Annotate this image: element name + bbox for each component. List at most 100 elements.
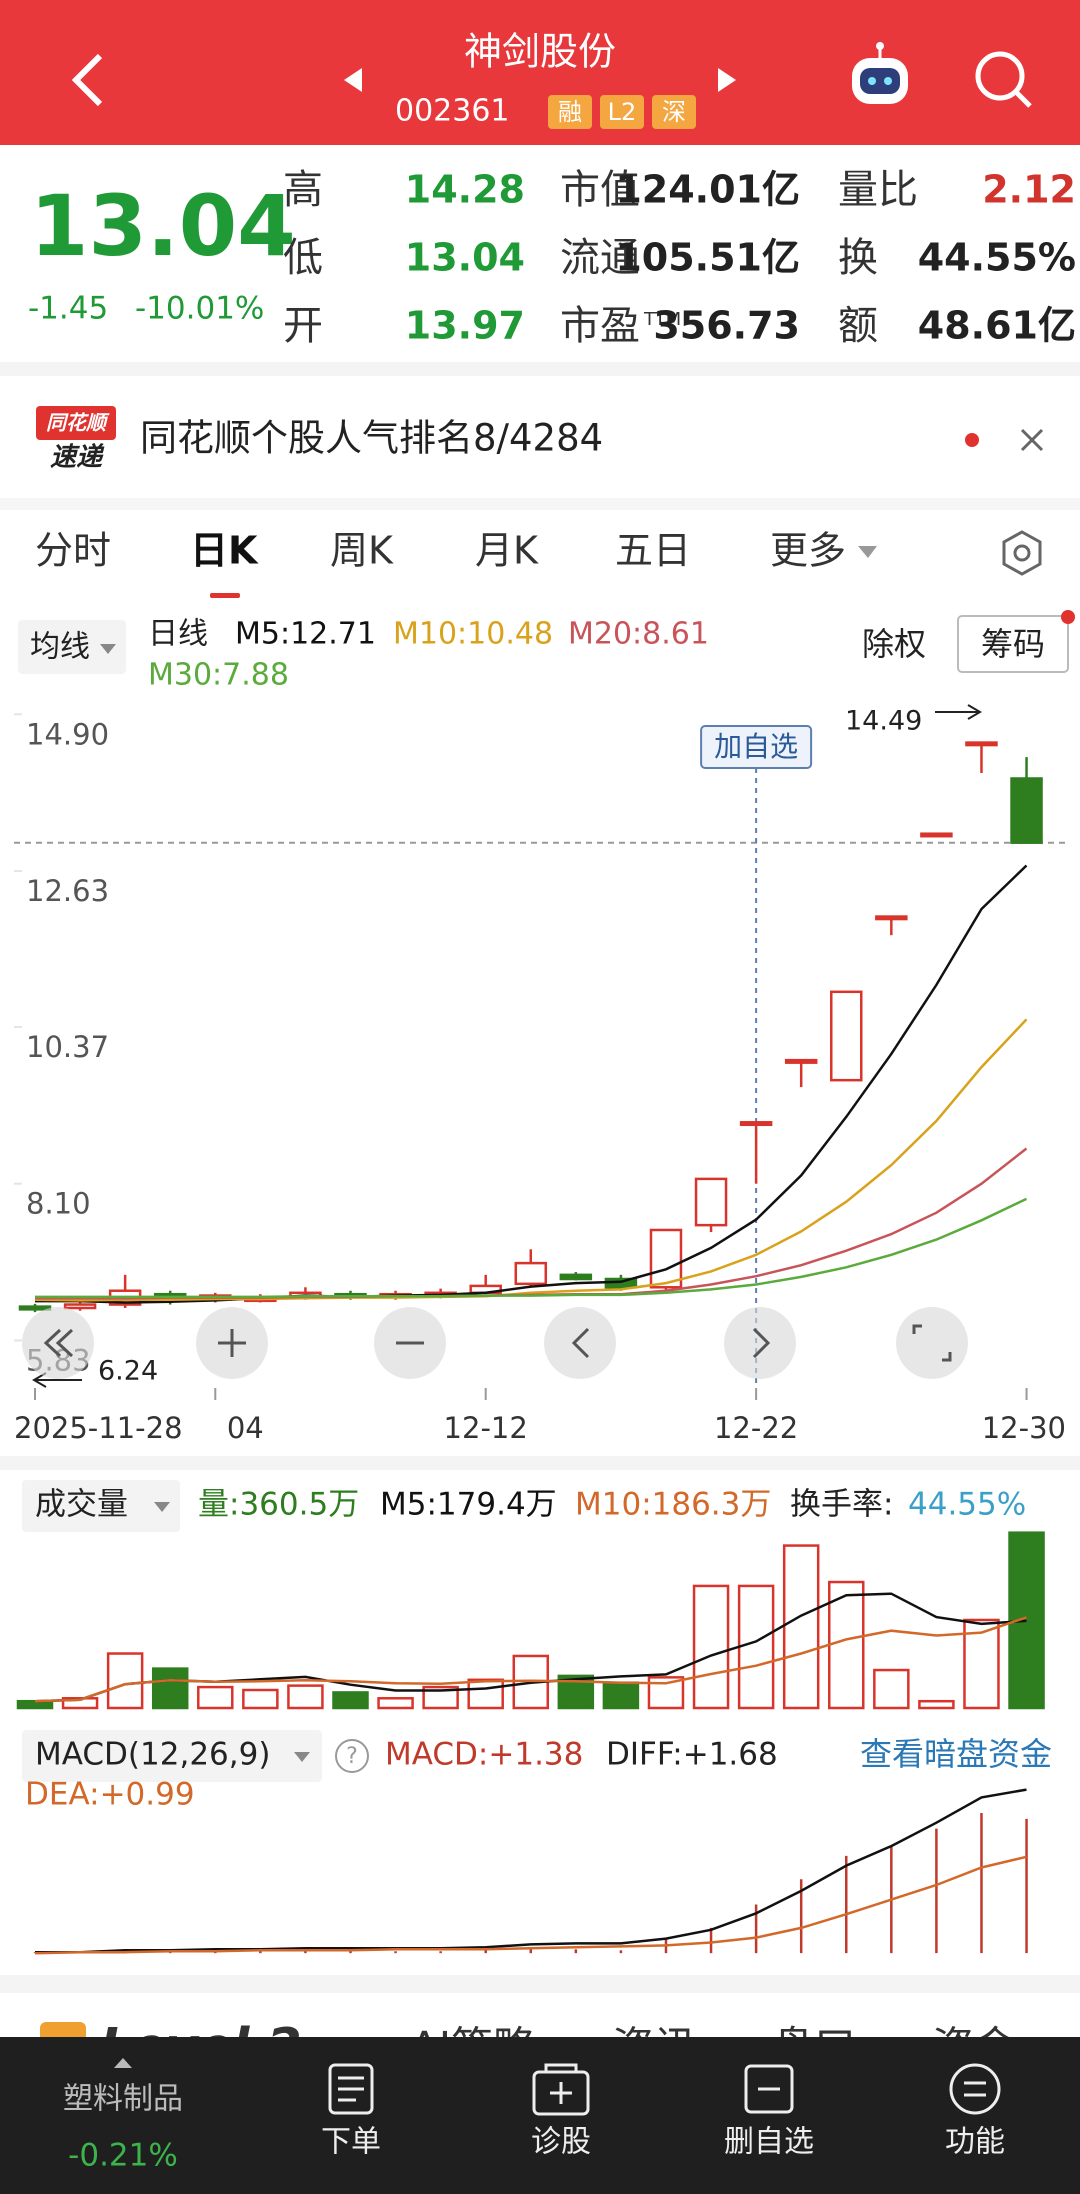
candle-body xyxy=(920,832,953,838)
stat-label: 开 xyxy=(283,303,323,349)
back-button[interactable] xyxy=(71,53,103,107)
nav-item[interactable]: 删自选 xyxy=(724,2125,814,2160)
sector-change: -0.21% xyxy=(68,2138,178,2174)
stat-value: 2.12 xyxy=(982,168,1076,212)
divider xyxy=(0,1456,1080,1470)
stat-label: 流通 xyxy=(560,235,640,281)
candle-body xyxy=(875,915,908,921)
x-tick-label: 04 xyxy=(227,1411,264,1445)
dropdown-arrow xyxy=(858,546,877,558)
chips-button[interactable] xyxy=(957,615,1069,673)
candle-body xyxy=(18,1305,52,1311)
dark-pool-link[interactable]: 查看暗盘资金 xyxy=(860,1735,1052,1773)
period-tab[interactable]: 周K xyxy=(330,529,394,573)
price: 13.04 xyxy=(30,177,296,275)
ma-line xyxy=(35,864,1028,1304)
volume-bar xyxy=(737,1584,775,1710)
x-tick-label: 2025-11-28 xyxy=(14,1411,183,1445)
min-arrow xyxy=(32,1372,82,1388)
volume-bar xyxy=(287,1684,324,1710)
volume-bar xyxy=(197,1685,234,1710)
period-tab[interactable]: 分时 xyxy=(35,529,111,573)
macd-title: MACD(12,26,9) xyxy=(35,1737,270,1773)
stat-label: 市值 xyxy=(560,167,640,213)
period-tab[interactable]: 月K xyxy=(475,529,539,573)
macd-label: MACD:+1.38 xyxy=(385,1737,583,1773)
candle-body xyxy=(63,1303,97,1310)
volume-bar xyxy=(422,1685,459,1710)
y-tick-label: 12.63 xyxy=(26,874,109,908)
chart-controls xyxy=(22,1307,968,1379)
stat-label: 高 xyxy=(283,167,323,213)
help-icon[interactable] xyxy=(335,1739,369,1773)
move-left[interactable] xyxy=(544,1307,616,1379)
prev-stock[interactable] xyxy=(344,68,362,92)
volume-bar xyxy=(106,1652,144,1710)
indicator-select[interactable] xyxy=(22,1480,180,1532)
macd-legend: DEA:+0.99 xyxy=(25,1777,195,1813)
divider xyxy=(0,362,1080,376)
quote-stats: 高 14.28 市值124.01亿 量比 2.12 低 13.04 流通105.51亿换 44.… xyxy=(283,167,1076,349)
up-arrow xyxy=(114,2058,132,2068)
badge-bg xyxy=(600,95,644,129)
help: ? xyxy=(346,1744,358,1769)
volume-bar xyxy=(918,1699,955,1710)
banner-text[interactable]: 同花顺个股人气排名8/4284 xyxy=(140,417,603,460)
macd-legend: DIFF:+1.68 xyxy=(606,1737,778,1773)
stat-value: 105.51亿 xyxy=(615,236,800,280)
dropdown-arrow xyxy=(294,1752,310,1762)
volume-chart: M5:179.4万 M10:186.3万 xyxy=(16,1487,1045,1710)
vol-legend: M10:186.3万 xyxy=(575,1487,771,1523)
sector-name[interactable]: 塑料制品 xyxy=(63,2082,183,2117)
badge: 融 xyxy=(558,98,582,126)
volume-bar xyxy=(602,1681,640,1710)
indicator-select[interactable] xyxy=(22,1730,322,1782)
nav-item[interactable]: 下单 xyxy=(321,2125,381,2160)
nav-item[interactable]: 功能 xyxy=(945,2125,1005,2160)
stock-code: 002361 xyxy=(395,94,510,129)
nav-item[interactable]: 诊股 xyxy=(531,2125,591,2160)
candle-body xyxy=(965,741,998,747)
watch-tag-label: 加自选 xyxy=(714,730,798,763)
dropdown-arrow xyxy=(100,644,116,654)
ma-select[interactable] xyxy=(18,620,126,674)
max-arrow xyxy=(935,704,982,720)
next-stock[interactable] xyxy=(718,68,736,92)
stat-label: 额 xyxy=(838,303,878,349)
y-tick-label: 14.90 xyxy=(26,717,109,751)
volume-bar xyxy=(692,1584,730,1710)
adjust-label[interactable]: 除权 xyxy=(862,625,926,663)
period-tabs: 分时 日K 周K 月K 五日 更多 xyxy=(35,529,846,573)
robot-icon[interactable] xyxy=(852,42,908,104)
volume-bar xyxy=(873,1668,910,1710)
candle-body xyxy=(739,1121,773,1127)
chips-label: 筹码 xyxy=(981,625,1045,663)
ma-legend: M30:7.88 xyxy=(148,658,289,693)
candle-body xyxy=(1010,777,1043,844)
move-right[interactable] xyxy=(724,1307,796,1379)
ma-legend: M20:8.61 xyxy=(568,617,709,652)
period-tab[interactable]: 日K xyxy=(190,529,259,573)
y-tick-label: 8.10 xyxy=(26,1187,91,1221)
volume-bar xyxy=(16,1699,54,1710)
fullscreen[interactable] xyxy=(896,1307,968,1379)
max-label: 14.49 xyxy=(845,706,922,737)
period-tab[interactable]: 更多 xyxy=(770,529,846,573)
close-button[interactable] xyxy=(1020,428,1044,452)
search-icon[interactable] xyxy=(975,51,1032,108)
candle-body xyxy=(784,1058,818,1064)
ma-legend: M5:12.71 xyxy=(235,617,376,652)
logo-top: 同花顺 xyxy=(46,411,110,435)
settings-icon[interactable] xyxy=(1002,530,1042,576)
macd-line xyxy=(34,1855,1027,1955)
dropdown-arrow xyxy=(154,1502,170,1512)
candle-body xyxy=(559,1273,593,1281)
period-tab[interactable]: 五日 xyxy=(615,529,691,573)
volume-bar xyxy=(782,1544,820,1710)
volume-bar xyxy=(467,1678,504,1710)
stat-value: 14.28 xyxy=(405,168,525,212)
volume-bar xyxy=(963,1618,1000,1710)
volume-bar xyxy=(828,1580,865,1710)
